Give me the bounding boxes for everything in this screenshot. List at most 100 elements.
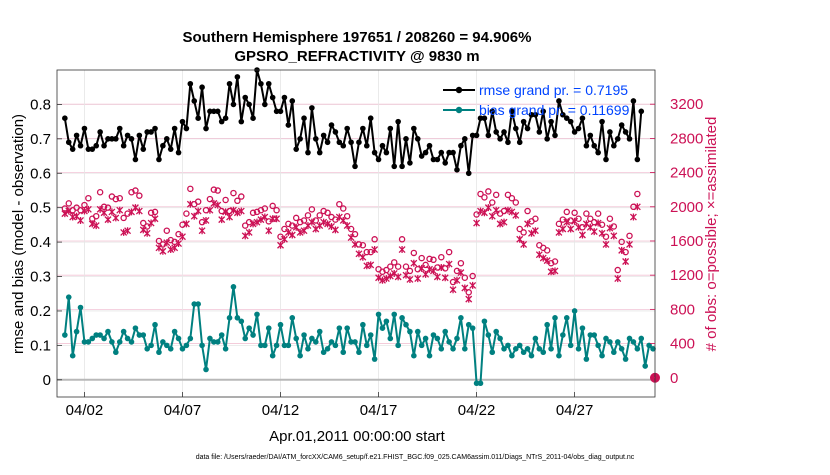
y-left-tick-label: 0.1	[30, 337, 51, 354]
obs-assimilated-point	[210, 199, 218, 207]
bias-point	[650, 346, 656, 352]
obs-possible-point	[281, 225, 288, 233]
rmse-point	[277, 108, 284, 115]
obs-possible-point	[434, 264, 441, 271]
obs-assimilated-point	[578, 231, 586, 239]
rmse-point	[316, 149, 323, 156]
obs-assimilated-point	[539, 254, 547, 262]
obs-assimilated-point	[253, 218, 261, 226]
rmse-point	[105, 136, 111, 142]
x-axis: 04/02 04/07 04/12 04/17 04/22 04/27	[66, 392, 593, 419]
obs-possible-point	[551, 258, 559, 265]
bias-point	[524, 346, 531, 352]
rmse-point	[199, 84, 205, 91]
y-left-tick-label: 0	[43, 372, 51, 389]
obs-assimilated-point	[477, 207, 484, 215]
x-tick-label: 04/07	[164, 402, 202, 419]
rmse-point	[477, 115, 484, 121]
obs-assimilated-point	[214, 201, 222, 209]
bias-point	[418, 342, 425, 349]
rmse-point	[465, 170, 472, 177]
obs-assimilated-point	[343, 222, 351, 230]
bias-point	[340, 349, 347, 356]
bias-point	[567, 342, 574, 349]
obs-possible-point	[555, 220, 563, 228]
bias-point	[622, 356, 629, 362]
rmse-point	[587, 132, 594, 139]
rmse-point	[175, 149, 182, 156]
obs-assimilated-point	[426, 265, 433, 273]
obs-assimilated-point	[277, 241, 284, 249]
rmse-point	[301, 115, 307, 121]
obs-assimilated-point	[414, 275, 422, 283]
rmse-point	[320, 132, 327, 139]
bias-point	[281, 342, 288, 349]
bias-point	[505, 342, 511, 349]
data-file-footnote: data file: /Users/raeder/DAI/ATM_forcXX/…	[196, 454, 635, 461]
obs-possible-point	[249, 209, 257, 217]
obs-assimilated-point	[124, 227, 132, 235]
obs-assimilated-point	[249, 220, 257, 228]
bias-point	[481, 318, 488, 325]
bias-point	[501, 346, 507, 352]
obs-possible-point	[92, 212, 100, 220]
obs-assimilated-point	[80, 207, 88, 215]
rmse-point	[89, 146, 96, 152]
bias-point	[293, 335, 300, 342]
rmse-point	[532, 111, 539, 118]
obs-possible-point	[559, 216, 567, 223]
rmse-point	[171, 125, 178, 132]
obs-assimilated-point	[437, 263, 445, 271]
obs-assimilated-point	[159, 247, 167, 255]
bias-point	[265, 325, 272, 331]
bias-point	[120, 328, 127, 335]
bias-point	[454, 335, 460, 342]
rmse-point	[101, 142, 107, 149]
rmse-point	[595, 149, 601, 156]
rmse-point	[422, 149, 429, 156]
rmse-point	[575, 125, 582, 132]
obs-assimilated-point	[492, 206, 500, 214]
obs-possible-point	[489, 199, 496, 206]
obs-possible-point	[359, 242, 367, 249]
bias-point	[128, 339, 135, 345]
obs-possible-point	[187, 185, 194, 193]
legend-rmse-marker	[455, 86, 463, 94]
obs-possible-point	[132, 187, 139, 194]
rmse-point	[128, 136, 135, 142]
obs-possible-point	[269, 202, 276, 210]
bias-point	[203, 366, 209, 373]
obs-assimilated-point	[222, 208, 230, 216]
obs-assimilated-point	[606, 224, 614, 232]
obs-assimilated-point	[614, 275, 622, 283]
bias-point	[532, 335, 539, 342]
bias-point	[587, 332, 594, 338]
rmse-point	[571, 129, 578, 135]
x-tick-label: 04/12	[262, 402, 300, 419]
obs-assimilated-point	[273, 215, 281, 223]
obs-possible-point	[155, 237, 163, 245]
bias-point	[277, 321, 284, 328]
rmse-point	[156, 156, 162, 163]
obs-possible-point	[630, 203, 637, 211]
bias-point	[163, 342, 170, 349]
rmse-point	[293, 146, 300, 152]
x-tick-label: 04/17	[360, 402, 398, 419]
obs-possible-point	[387, 263, 394, 270]
bias-point	[258, 342, 264, 349]
rmse-point	[462, 136, 468, 142]
rmse-point	[544, 136, 550, 142]
rmse-point	[430, 156, 437, 163]
bias-point	[167, 346, 174, 352]
obs-possible-point	[163, 227, 171, 234]
rmse-point	[352, 163, 358, 170]
obs-possible-point	[292, 214, 300, 222]
obs-possible-point	[512, 199, 520, 206]
obs-possible-point	[140, 219, 147, 227]
obs-assimilated-point	[469, 281, 477, 289]
rmse-point	[505, 139, 511, 146]
bias-point	[516, 342, 523, 349]
bias-point	[313, 339, 319, 345]
bias-point	[273, 342, 280, 349]
rmse-point	[222, 115, 229, 121]
